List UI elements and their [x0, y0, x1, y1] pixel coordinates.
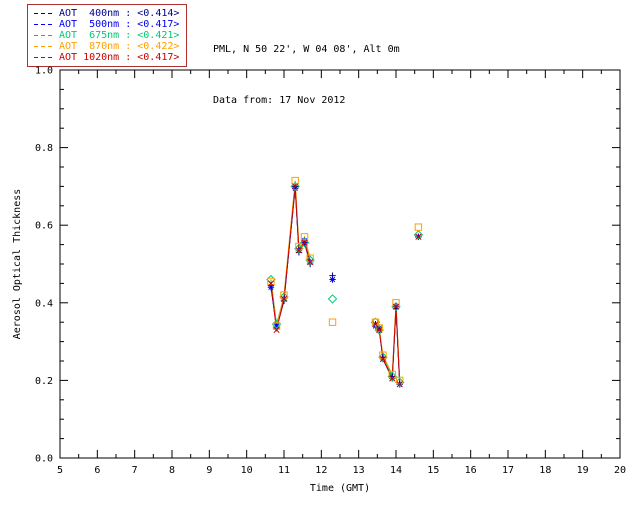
svg-text:16: 16 [465, 465, 477, 476]
legend-line-sample-500nm [34, 24, 54, 25]
svg-text:13: 13 [353, 465, 365, 476]
legend-box: AOT 400nm : <0.414> AOT 500nm : <0.417> … [27, 4, 188, 67]
legend-item-870nm: AOT 870nm : <0.422> [34, 41, 179, 52]
legend-label-870nm: AOT 870nm : <0.422> [59, 41, 180, 52]
legend-line-sample-1020nm [34, 57, 54, 58]
plot-header: PML, N 50 22', W 04 08', Alt 0m Data fro… [213, 7, 400, 143]
legend-label-500nm: AOT 500nm : <0.417> [59, 19, 180, 30]
data-date: Data from: 17 Nov 2012 [213, 95, 346, 106]
svg-text:0.4: 0.4 [35, 298, 53, 309]
svg-text:0.6: 0.6 [35, 221, 53, 232]
legend-line-sample-400nm [34, 13, 54, 14]
svg-text:12: 12 [315, 465, 327, 476]
svg-text:20: 20 [614, 465, 626, 476]
station-info: PML, N 50 22', W 04 08', Alt 0m [213, 44, 400, 55]
svg-text:11: 11 [278, 465, 290, 476]
svg-text:0.2: 0.2 [35, 376, 53, 387]
svg-text:18: 18 [539, 465, 551, 476]
legend-item-500nm: AOT 500nm : <0.417> [34, 19, 179, 30]
svg-text:17: 17 [502, 465, 514, 476]
x-axis-title: Time (GMT) [310, 483, 370, 494]
y-axis-title: Aerosol Optical Thickness [12, 189, 23, 340]
legend-label-400nm: AOT 400nm : <0.414> [59, 8, 180, 19]
svg-text:6: 6 [94, 465, 100, 476]
svg-text:1.0: 1.0 [35, 66, 53, 77]
legend-item-675nm: AOT 675nm : <0.421> [34, 30, 179, 41]
legend-item-1020nm: AOT 1020nm : <0.417> [34, 52, 179, 63]
svg-text:5: 5 [57, 465, 63, 476]
legend-label-1020nm: AOT 1020nm : <0.417> [59, 52, 180, 63]
svg-text:7: 7 [132, 465, 138, 476]
svg-text:0.8: 0.8 [35, 143, 53, 154]
svg-text:10: 10 [241, 465, 253, 476]
svg-text:0.0: 0.0 [35, 454, 53, 465]
svg-text:14: 14 [390, 465, 402, 476]
svg-text:8: 8 [169, 465, 175, 476]
svg-text:9: 9 [206, 465, 212, 476]
legend-line-sample-870nm [34, 46, 54, 47]
svg-text:15: 15 [427, 465, 439, 476]
legend-label-675nm: AOT 675nm : <0.421> [59, 30, 180, 41]
legend-item-400nm: AOT 400nm : <0.414> [34, 8, 179, 19]
legend-line-sample-675nm [34, 35, 54, 36]
svg-text:19: 19 [577, 465, 589, 476]
